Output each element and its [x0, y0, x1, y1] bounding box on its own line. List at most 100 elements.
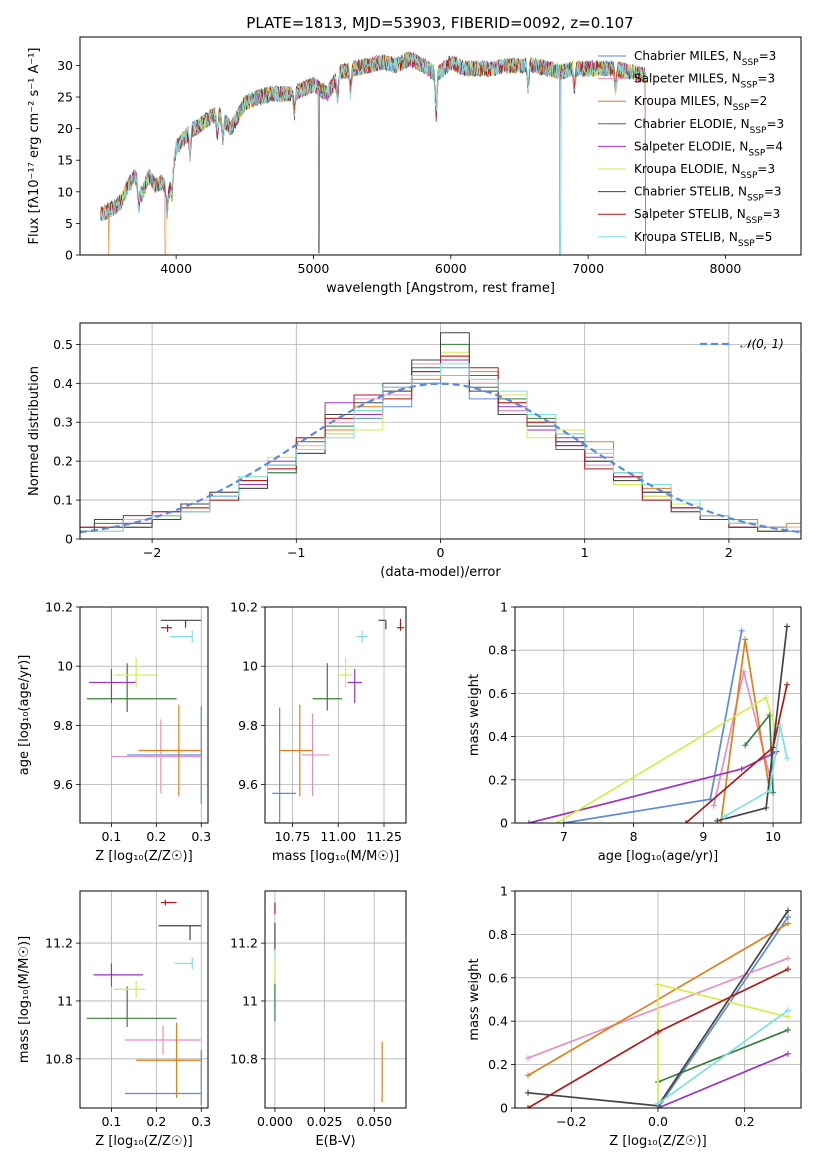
x-tick-label: −2 — [143, 545, 161, 560]
weight-marker-salpeter-stelib — [770, 744, 777, 751]
data-point-2 — [111, 719, 202, 794]
weight-marker-kroupa-stelib — [766, 787, 773, 794]
data-point-9 — [169, 630, 193, 643]
legend-subscript: SSP — [750, 126, 767, 136]
legend-ssp-value: =3 — [759, 49, 777, 63]
data-point-7 — [160, 619, 202, 628]
legend-subscript: SSP — [747, 194, 764, 204]
legend-subscript: SSP — [746, 216, 763, 226]
x-tick-label: 0.025 — [307, 1114, 343, 1129]
weight-marker-kroupa-miles — [525, 1072, 531, 1079]
data-point-4 — [312, 663, 342, 711]
x-axis-label: (data-model)/error — [380, 565, 501, 580]
y-tick-label: 1 — [500, 600, 508, 615]
weight-marker-salpeter-elodie — [785, 1050, 791, 1057]
x-tick-label: 0 — [437, 545, 445, 560]
weight-marker-kroupa-stelib — [777, 722, 784, 729]
plot-frame — [79, 36, 802, 256]
weight-marker-chabrier-stelib — [525, 1089, 531, 1096]
weight-marker-kroupa-stelib — [721, 813, 728, 820]
normal-reference-curve — [80, 382, 801, 534]
spectrum-line-chabrier-miles — [100, 52, 646, 255]
x-tick-label: 11.25 — [366, 829, 402, 844]
y-axis-label: mass weight — [467, 674, 482, 756]
x-tick-label: 2 — [725, 545, 733, 560]
plot-frame — [514, 606, 802, 824]
legend-subscript: SSP — [741, 171, 758, 181]
y-tick-label: 11.2 — [230, 936, 258, 951]
y-axis-label: age [log₁₀(age/yr)] — [17, 655, 32, 776]
plot-area — [80, 332, 801, 534]
x-tick-label: 0.1 — [101, 829, 121, 844]
legend-ssp-value: =4 — [765, 139, 783, 153]
y-tick-label: 0.4 — [488, 729, 508, 744]
data-point-6 — [113, 980, 146, 999]
weight-marker-chabrier-stelib — [785, 907, 791, 914]
x-tick-label: 10 — [765, 829, 781, 844]
x-axis-label: Z [log₁₀(Z/Z☉)] — [95, 1134, 192, 1149]
weight-marker-chabrier-miles — [785, 914, 791, 921]
legend-label-kroupa-stelib: Kroupa STELIB, NSSP=5 — [634, 230, 772, 249]
y-tick-label: 9.6 — [53, 777, 73, 792]
plot-area — [86, 899, 202, 1106]
legend-label-normal: 𝒩(0, 1) — [740, 337, 784, 351]
x-tick-label: 6000 — [435, 261, 467, 276]
spectrum-line-salpeter-miles — [100, 51, 646, 255]
legend-ssp-value: =5 — [755, 230, 773, 244]
y-tick-label: 10.2 — [230, 600, 258, 615]
weight-line-kroupa-elodie — [556, 696, 778, 823]
y-tick-label: 0 — [500, 816, 508, 831]
legend-ssp-value: =3 — [764, 185, 782, 199]
weight-marker-salpeter-stelib — [525, 1105, 531, 1108]
legend-label-kroupa-miles: Kroupa MILES, NSSP=2 — [634, 94, 767, 113]
spectrum-line-salpeter-stelib — [100, 51, 646, 255]
x-axis-label: age [log₁₀(age/yr)] — [598, 849, 719, 864]
y-tick-label: 0 — [65, 532, 73, 547]
y-tick-label: 0.6 — [488, 686, 508, 701]
data-point-1 — [272, 707, 297, 823]
y-axis-label: Normed distribution — [27, 366, 42, 496]
plot-area — [86, 619, 202, 804]
y-tick-label: 0.5 — [53, 337, 73, 352]
x-tick-label: 0.2 — [146, 1114, 166, 1129]
y-tick-label: 9.8 — [238, 718, 258, 733]
weight-marker-salpeter-miles — [525, 1055, 531, 1062]
weight-marker-chabrier-elodie — [742, 742, 749, 749]
legend-subscript: SSP — [742, 58, 759, 68]
x-tick-label: 8000 — [710, 261, 742, 276]
weight-line-chabrier-elodie — [657, 1029, 789, 1083]
legend-subscript: SSP — [748, 148, 765, 158]
y-tick-label: 10.8 — [230, 1051, 258, 1066]
weight-marker-salpeter-miles — [785, 955, 791, 962]
x-axis-label: Z [log₁₀(Z/Z☉)] — [95, 849, 192, 864]
x-tick-label: 0.050 — [356, 1114, 392, 1129]
legend-label-chabrier-elodie: Chabrier ELODIE, NSSP=3 — [634, 117, 784, 136]
x-tick-label: 10.75 — [275, 829, 311, 844]
legend-label-kroupa-elodie: Kroupa ELODIE, NSSP=3 — [634, 162, 775, 181]
weight-marker-salpeter-stelib — [784, 681, 791, 688]
data-point-5 — [347, 669, 363, 704]
legend-text: Chabrier MILES, N — [634, 49, 742, 63]
spectrum-line-kroupa-miles — [100, 51, 646, 255]
x-tick-label: 5000 — [298, 261, 330, 276]
y-tick-label: 10.8 — [45, 1051, 73, 1066]
legend-subscript: SSP — [741, 81, 758, 91]
legend-subscript: SSP — [738, 239, 755, 249]
y-tick-label: 10 — [242, 659, 258, 674]
plot-frame — [514, 890, 802, 1109]
weight-marker-chabrier-elodie — [770, 789, 777, 796]
data-point-5 — [93, 963, 143, 987]
x-axis-label: wavelength [Angstrom, rest frame] — [326, 281, 555, 296]
weight-marker-kroupa-stelib — [785, 1007, 791, 1014]
x-tick-label: 0.3 — [191, 829, 211, 844]
data-point-1 — [127, 706, 202, 804]
y-tick-label: 10.2 — [45, 600, 73, 615]
plot-area — [272, 618, 405, 823]
residual-distribution-panel: −2 −1 0 1 2 0 0.1 0.2 0.3 0.4 0.5 (data-model)/erro… — [27, 322, 802, 580]
x-tick-label: 1 — [581, 545, 589, 560]
data-point-2 — [124, 1025, 202, 1055]
mass-vs-extinction-panel: 0.000 0.025 0.050 10.8 11 11.2 E(B-V) — [230, 890, 407, 1149]
legend-text: Kroupa ELODIE, N — [634, 162, 741, 176]
age-vs-mass-panel: 10.75 11.00 11.25 9.6 9.8 10 10.2 mass [log₁₀(M… — [230, 600, 407, 864]
age-vs-metallicity-panel: 0.1 0.2 0.3 9.6 9.8 10 10.2 Z [log₁₀(Z/Z☉)] age … — [17, 600, 211, 865]
